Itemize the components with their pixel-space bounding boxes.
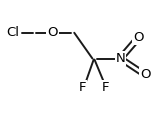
Text: O: O — [48, 26, 58, 39]
Text: F: F — [102, 81, 109, 94]
Text: O: O — [140, 68, 150, 81]
Text: N: N — [115, 52, 125, 65]
Text: O: O — [133, 31, 144, 44]
Text: Cl: Cl — [7, 26, 20, 39]
Text: F: F — [79, 81, 86, 94]
